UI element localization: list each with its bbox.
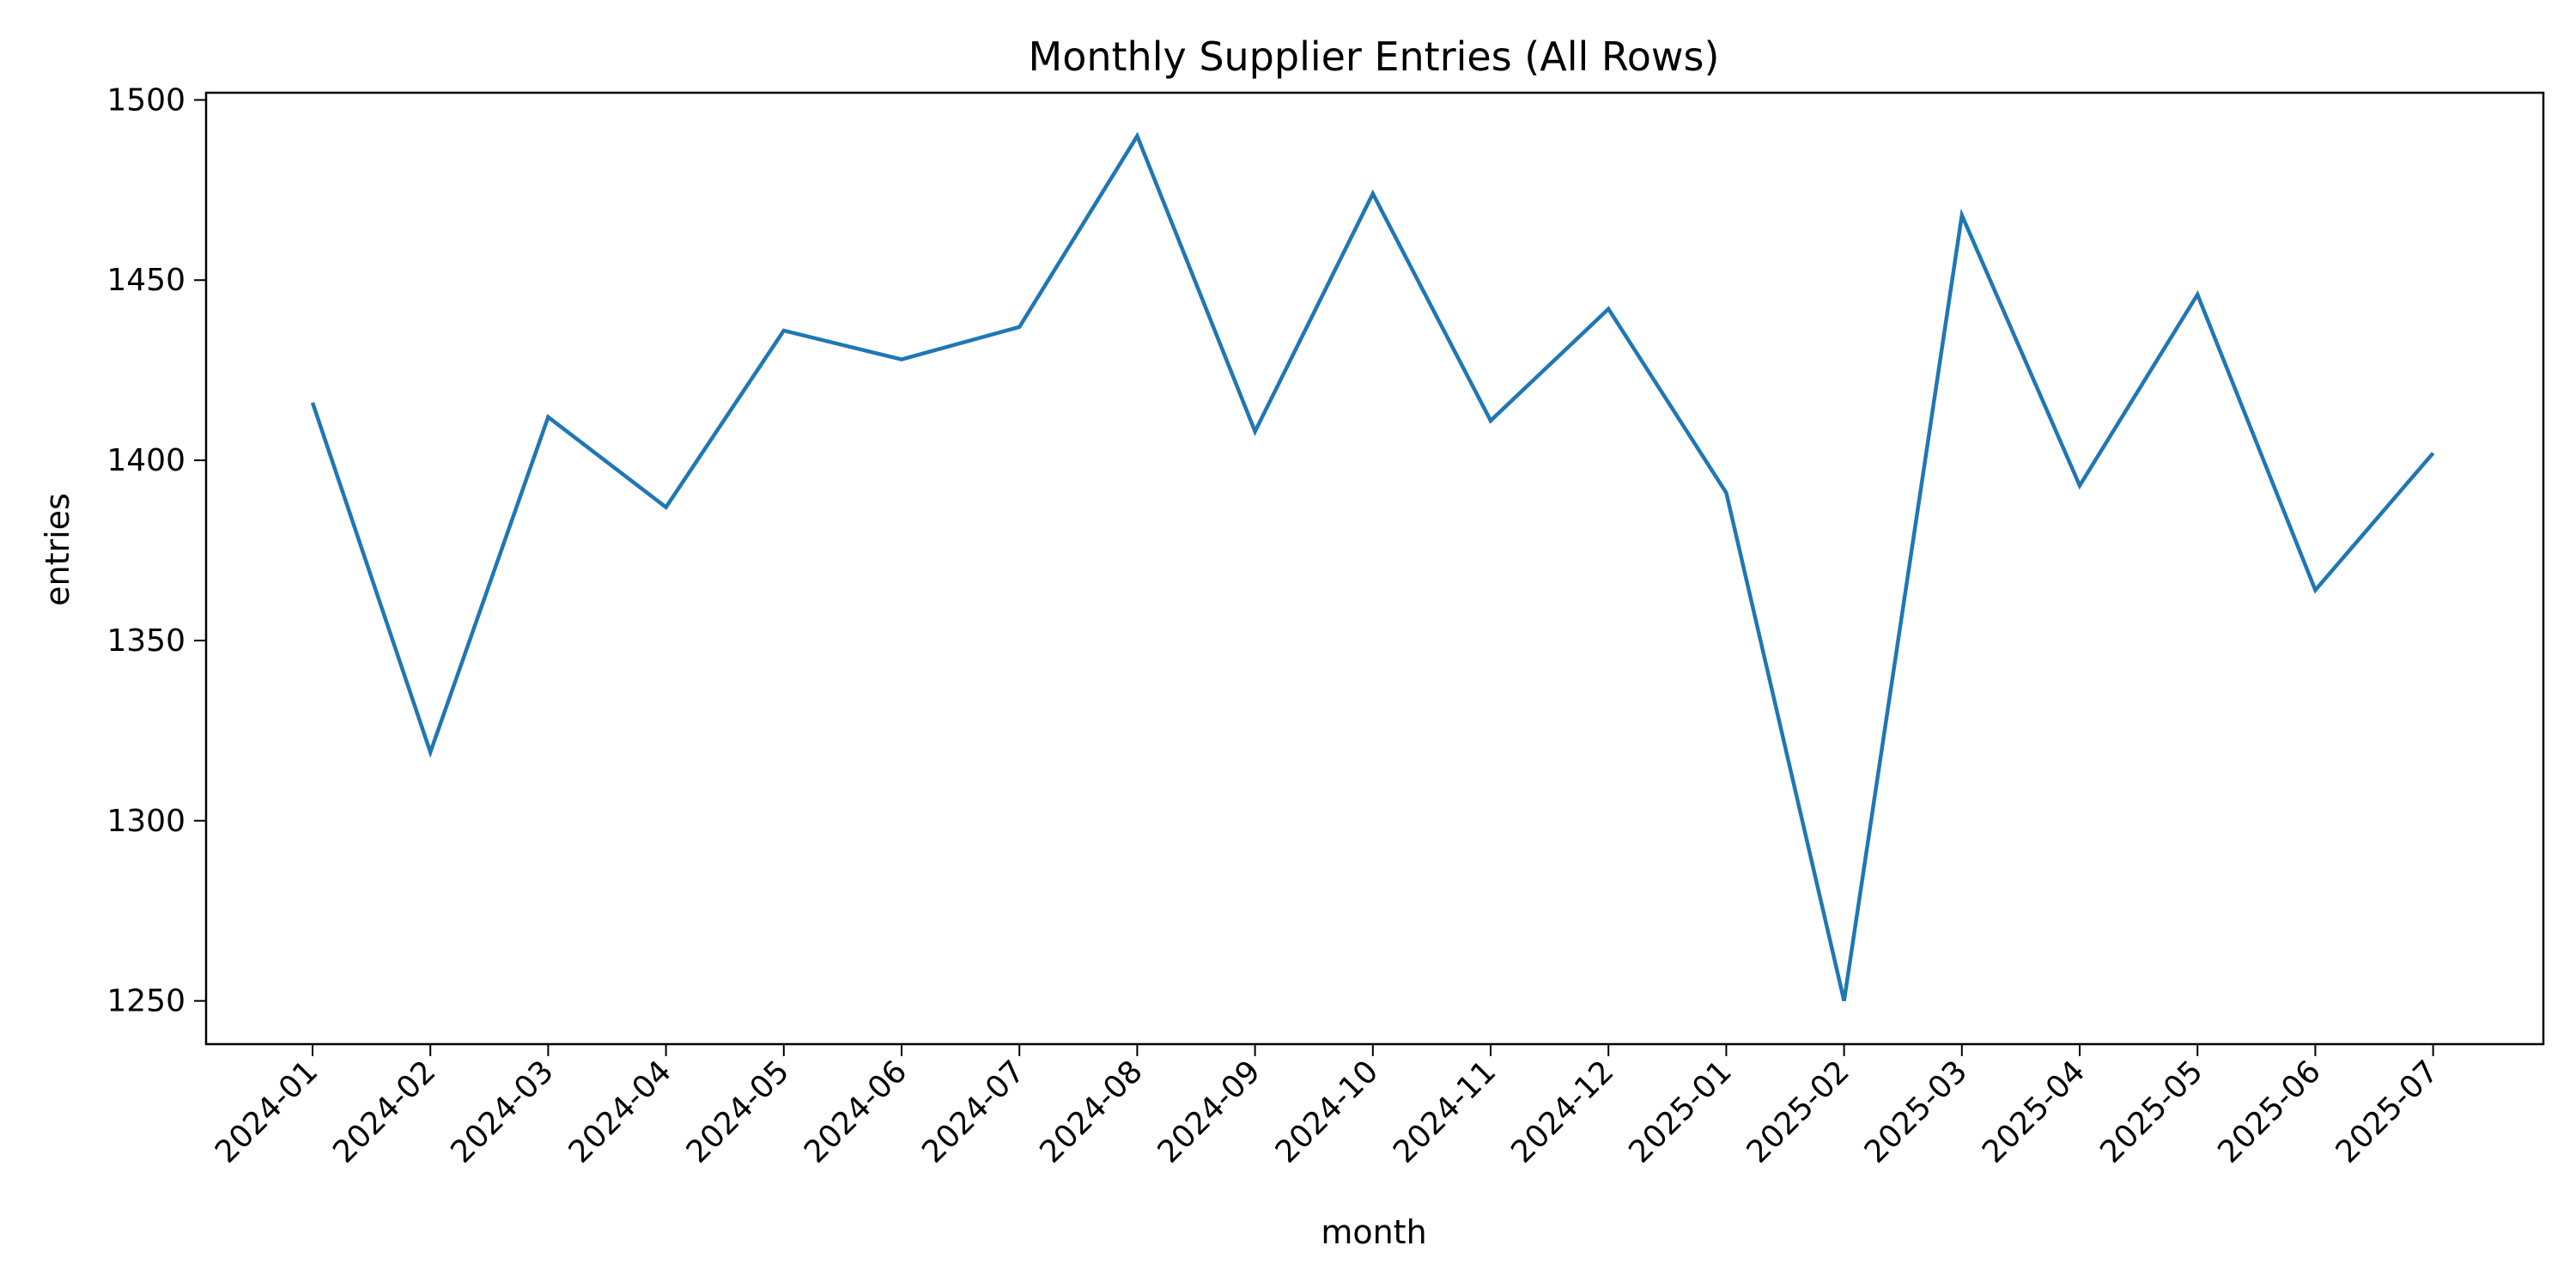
y-axis-label: entries <box>39 493 76 606</box>
x-tick-label: 2024-08 <box>1033 1054 1149 1170</box>
x-tick-label: 2025-02 <box>1741 1054 1856 1170</box>
y-tick-label: 1350 <box>106 623 185 659</box>
series-line <box>310 131 2435 1002</box>
y-tick-label: 1400 <box>106 443 185 478</box>
x-tick-label: 2024-12 <box>1504 1054 1620 1170</box>
x-tick-label: 2025-04 <box>1976 1054 2092 1170</box>
x-tick-label: 2025-07 <box>2330 1054 2445 1170</box>
x-tick-label: 2024-04 <box>562 1054 678 1170</box>
x-tick-label: 2024-10 <box>1269 1054 1385 1170</box>
x-tick-label: 2024-05 <box>680 1054 796 1170</box>
x-tick-label: 2025-06 <box>2211 1054 2327 1170</box>
x-tick-label: 2024-09 <box>1151 1054 1267 1170</box>
x-tick-label: 2024-01 <box>209 1054 325 1170</box>
x-tick-label: 2025-05 <box>2093 1054 2209 1170</box>
x-axis-label: month <box>1321 1213 1426 1251</box>
x-tick-label: 2025-03 <box>1858 1054 1974 1170</box>
x-tick-label: 2024-11 <box>1387 1054 1503 1170</box>
y-tick-label: 1500 <box>106 82 185 118</box>
x-tick-label: 2024-07 <box>915 1054 1031 1170</box>
x-tick-label: 2024-03 <box>444 1054 560 1170</box>
y-tick-label: 1300 <box>106 804 185 839</box>
x-tick-label: 2024-06 <box>798 1054 914 1170</box>
x-tick-label: 2025-01 <box>1622 1054 1738 1170</box>
axes-frame <box>204 91 2545 1046</box>
y-tick-label: 1250 <box>106 984 185 1019</box>
chart-title: Monthly Supplier Entries (All Rows) <box>1029 33 1720 80</box>
y-tick-label: 1450 <box>106 263 185 298</box>
x-tick-label: 2024-02 <box>326 1054 442 1170</box>
